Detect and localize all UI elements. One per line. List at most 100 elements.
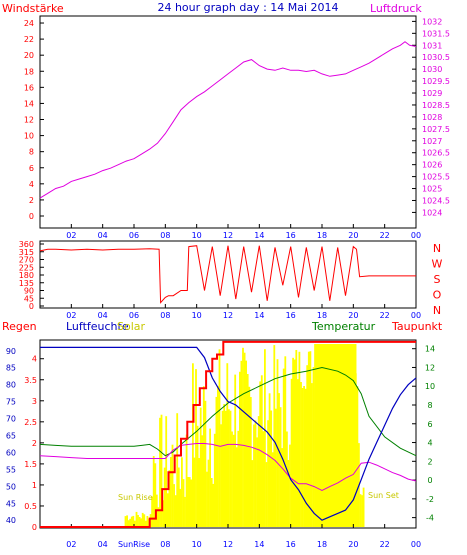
hour-label: 16 xyxy=(286,311,296,320)
chart-title: 24 hour graph day : 14 Mai 2014 xyxy=(157,1,338,14)
wind-tick-label: 24 xyxy=(24,19,34,28)
solar-bar xyxy=(362,487,365,527)
compass-letter: N xyxy=(433,304,441,317)
compass-letter: O xyxy=(433,289,442,302)
solar-bar xyxy=(218,349,221,527)
solar-bar xyxy=(224,410,227,527)
solar-bar xyxy=(173,484,175,527)
hour-label: 12 xyxy=(223,540,233,549)
solar-bar xyxy=(307,351,310,527)
solar-bar xyxy=(253,424,255,527)
solar-bar xyxy=(259,381,262,527)
rain-axis: 0 0.5 1 1.5 2 2.5 3 3.5 4 xyxy=(24,355,44,532)
wind-tick-label: 6 xyxy=(29,164,34,173)
solar-bar xyxy=(215,396,218,527)
solar-bar xyxy=(138,517,141,527)
solar-bar xyxy=(228,409,230,527)
pressure-tick-label: 1032 xyxy=(422,17,442,26)
humidity-tick-label: 55 xyxy=(6,465,16,474)
solar-bar xyxy=(170,457,172,527)
solar-bar xyxy=(264,349,266,527)
direction-tick-label: 180 xyxy=(19,271,34,280)
solar-bar xyxy=(292,357,294,527)
temperature-label: Temperatur xyxy=(311,320,376,333)
sun-rise-label: Sun Rise xyxy=(118,493,153,502)
humidity-tick-label: 45 xyxy=(6,499,16,508)
pressure-tick-label: 1024.5 xyxy=(422,196,450,205)
solar-bar xyxy=(165,416,168,527)
solar-bar xyxy=(296,379,299,527)
solar-bar xyxy=(141,512,144,527)
sun-set-label: Sun Set xyxy=(368,491,399,500)
solar-bar xyxy=(181,457,183,527)
solar-bar xyxy=(198,458,200,527)
solar-bar xyxy=(204,400,207,527)
solar-bar xyxy=(306,365,309,527)
humidity-axis: 40 45 50 55 60 65 70 75 80 85 90 xyxy=(6,347,16,525)
humidity-line xyxy=(40,346,417,521)
temperature-tick-label: 0 xyxy=(427,476,432,485)
solar-bar xyxy=(154,463,157,527)
solar-bar xyxy=(268,393,271,527)
solar-bar xyxy=(257,416,260,527)
hour-label: 00 xyxy=(411,231,421,240)
solar-bar xyxy=(287,460,290,527)
solar-bar xyxy=(286,431,288,527)
dewpoint-line xyxy=(39,443,417,491)
humidity-tick-label: 80 xyxy=(6,381,16,390)
solar-bar xyxy=(182,479,185,527)
solar-bar xyxy=(199,407,202,527)
solar-bar xyxy=(160,414,163,527)
solar-bar xyxy=(356,386,359,527)
solar-bar xyxy=(239,371,241,527)
solar-bar xyxy=(134,520,136,527)
solar-bar xyxy=(126,515,128,527)
hour-label: 12 xyxy=(223,311,233,320)
solar-bar xyxy=(303,386,305,527)
solar-bar xyxy=(290,378,293,527)
solar-bar xyxy=(196,425,199,527)
solar-bar xyxy=(213,433,216,527)
humidity-tick-label: 75 xyxy=(6,398,16,407)
solar-bar xyxy=(212,483,215,527)
wind-tick-label: 8 xyxy=(29,148,34,157)
solar-bar xyxy=(311,383,313,527)
humidity-tick-label: 40 xyxy=(6,516,16,525)
solar-bar xyxy=(166,493,169,527)
solar-bar xyxy=(267,420,269,527)
rain-tick-label: 0.5 xyxy=(24,502,37,511)
solar-bar xyxy=(240,360,243,527)
solar-bar xyxy=(270,410,273,527)
pressure-tick-label: 1027.5 xyxy=(422,125,450,134)
rain-tick-label: 1.5 xyxy=(24,460,37,469)
hour-label: 14 xyxy=(254,540,264,549)
solar-bar xyxy=(271,452,274,527)
solar-bar xyxy=(177,467,180,527)
hour-label: 18 xyxy=(317,540,327,549)
solar-bar xyxy=(163,467,166,527)
humidity-label: Luftfeuchte xyxy=(66,320,129,333)
direction-tick-label: 45 xyxy=(24,294,34,303)
humidity-tick-label: 60 xyxy=(6,448,16,457)
solar-bar xyxy=(171,444,174,527)
hour-label: 22 xyxy=(380,540,390,549)
solar-bar xyxy=(300,382,302,527)
wind-tick-label: 18 xyxy=(24,67,34,76)
humidity-tick-label: 70 xyxy=(6,415,16,424)
solar-bar xyxy=(140,518,143,527)
humidity-tick-label: 85 xyxy=(6,364,16,373)
solar-bar xyxy=(312,367,315,527)
temperature-tick-label: 4 xyxy=(427,439,432,448)
solar-bar xyxy=(359,494,362,527)
hour-label: 20 xyxy=(348,540,358,549)
compass-letter: W xyxy=(432,258,443,271)
direction-tick-label: 360 xyxy=(19,240,34,249)
solar-bar xyxy=(130,516,133,527)
hour-label: 14 xyxy=(254,231,264,240)
humidity-tick-label: 90 xyxy=(6,347,16,356)
solar-bar xyxy=(246,374,249,527)
solar-bar xyxy=(275,408,277,527)
solar-bar xyxy=(254,420,257,527)
